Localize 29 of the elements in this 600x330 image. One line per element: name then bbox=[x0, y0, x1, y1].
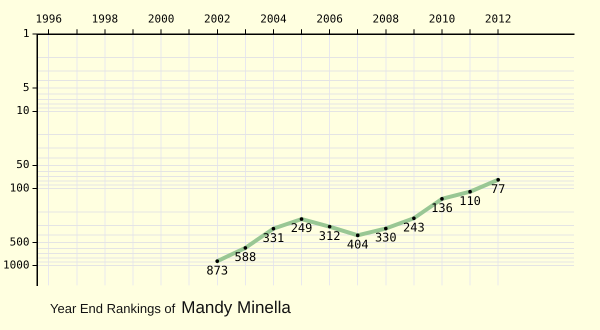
y-tick-label: 500 bbox=[10, 235, 30, 248]
y-tick-label: 1 bbox=[22, 27, 30, 40]
data-label: 588 bbox=[234, 250, 256, 264]
y-tick-label: 5 bbox=[22, 80, 30, 94]
text: Year End Rankings of bbox=[50, 301, 176, 316]
y-tick-label: 10 bbox=[16, 104, 30, 118]
x-tick-label: 2012 bbox=[484, 12, 512, 26]
text: Mandy Minella bbox=[181, 298, 291, 317]
x-tick-label: 1998 bbox=[92, 12, 118, 26]
data-label: 404 bbox=[346, 237, 369, 252]
data-label: 330 bbox=[374, 230, 397, 245]
data-label: 331 bbox=[262, 230, 284, 245]
x-tick-label: 2008 bbox=[372, 12, 400, 26]
data-label: 77 bbox=[490, 182, 506, 196]
data-label: 110 bbox=[459, 194, 481, 208]
x-tick-label: 1996 bbox=[35, 12, 62, 26]
x-tick-label: 2000 bbox=[148, 12, 174, 26]
x-tick-label: 2010 bbox=[428, 12, 456, 26]
data-label: 136 bbox=[431, 200, 453, 215]
x-tick-label: 2006 bbox=[316, 12, 343, 26]
x-tick-label: 2002 bbox=[204, 12, 231, 26]
y-tick-label: 100 bbox=[10, 181, 30, 194]
data-label: 243 bbox=[403, 220, 425, 234]
data-label: 249 bbox=[290, 221, 312, 236]
x-tick-label: 2004 bbox=[260, 12, 288, 26]
y-tick-label: 1000 bbox=[2, 258, 30, 272]
data-label: 873 bbox=[206, 263, 228, 278]
data-label: 312 bbox=[318, 228, 340, 243]
y-tick-label: 50 bbox=[16, 158, 30, 172]
